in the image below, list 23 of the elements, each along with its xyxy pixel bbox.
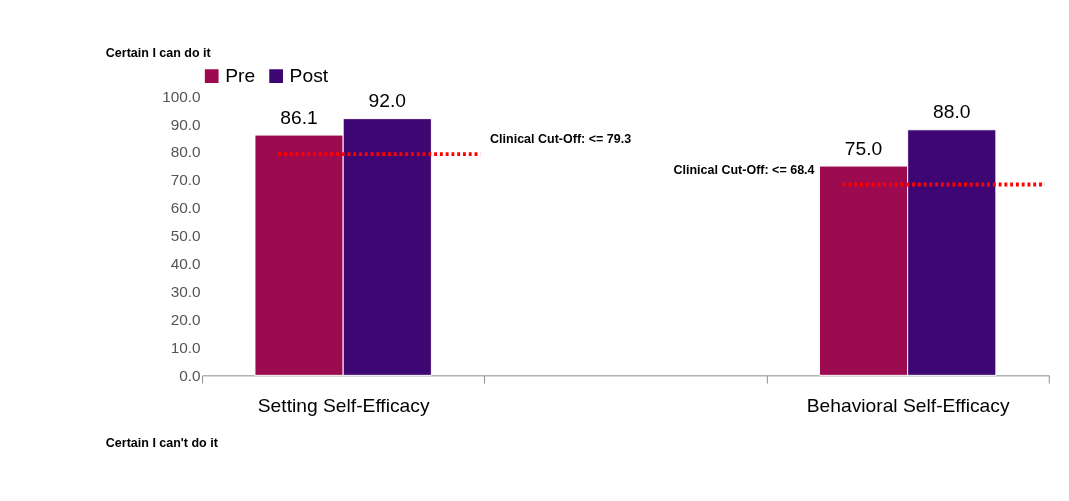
legend-label: Post — [289, 64, 329, 86]
ref-line-label: Clinical Cut-Off: <= 79.3 — [490, 132, 632, 147]
y-tick-label: 10.0 — [170, 338, 201, 356]
y-tick-label: 100.0 — [162, 87, 201, 105]
y-tick-label: 90.0 — [170, 115, 201, 133]
data-label: 88.0 — [933, 101, 971, 123]
y-tick-label: 50.0 — [170, 227, 201, 245]
y-axis-title: Certain I can do it — [105, 45, 212, 60]
y-tick-label: 30.0 — [170, 282, 201, 300]
data-label: 86.1 — [280, 106, 318, 128]
x-tick-label: Behavioral Self-Efficacy — [806, 395, 1010, 417]
data-label: 75.0 — [844, 137, 883, 159]
y-tick-label: 70.0 — [170, 171, 201, 189]
y-tick-label: 80.0 — [170, 143, 201, 161]
y-tick-label: 40.0 — [170, 255, 201, 273]
legend-label: Pre — [225, 64, 256, 86]
x-tick-label: Setting Self-Efficacy — [257, 395, 430, 417]
data-label: 92.0 — [368, 90, 406, 112]
text: Certain I can't do it — [105, 435, 219, 450]
ref-line-label: Clinical Cut-Off: <= 68.4 — [673, 162, 815, 177]
y-tick-label: 20.0 — [170, 310, 201, 328]
y-tick-label: 0.0 — [179, 366, 201, 384]
y-tick-label: 60.0 — [170, 199, 201, 217]
